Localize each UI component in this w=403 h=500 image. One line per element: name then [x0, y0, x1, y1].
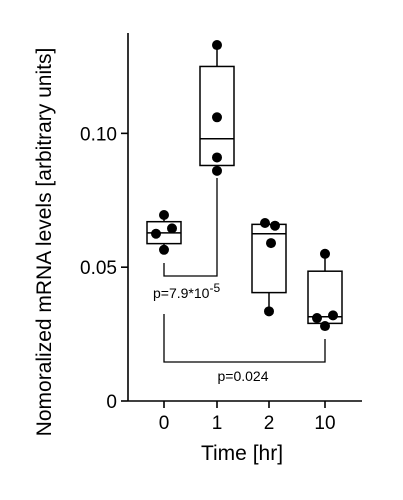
iqr-box: [251, 223, 287, 294]
boxes: [146, 40, 343, 332]
annotations: p=7.9*10-5 p=0.024: [153, 178, 326, 384]
x-tick-label: 2: [264, 413, 275, 434]
p-value-label: p=7.9*10-5: [153, 281, 220, 301]
data-point: [212, 112, 222, 123]
data-point: [320, 321, 330, 332]
data-point: [212, 165, 222, 176]
data-point: [270, 220, 280, 231]
data-point: [260, 218, 270, 229]
y-tick-label: 0.10: [80, 124, 117, 145]
box-0: [146, 209, 182, 255]
data-point: [264, 306, 274, 317]
box-10: [307, 248, 343, 332]
x-tick-label: 0: [159, 413, 170, 434]
iqr-box: [199, 65, 235, 167]
data-point: [266, 238, 276, 249]
data-point: [151, 228, 161, 239]
data-point: [159, 209, 169, 220]
y-tick-label: 0.05: [80, 258, 117, 279]
x-axis-label: Time [hr]: [201, 442, 283, 465]
data-point: [312, 313, 322, 324]
y-tick-label: 0: [106, 392, 117, 413]
box-2: [251, 218, 287, 317]
data-point: [328, 310, 338, 321]
x-tick-label: 1: [212, 413, 223, 434]
data-point: [320, 248, 330, 259]
data-point: [212, 152, 222, 163]
y-axis-label: Nomoralized mRNA levels [arbitrary units…: [33, 48, 56, 437]
y-axis: 0 0.05 0.10: [80, 33, 129, 413]
x-axis: 0 1 2 10: [128, 400, 362, 434]
significance-bracket: [163, 314, 326, 363]
x-tick-label: 10: [314, 413, 335, 434]
box-1: [199, 40, 235, 176]
data-point: [159, 244, 169, 255]
significance-bracket: [163, 178, 218, 277]
data-point: [212, 40, 222, 51]
p-value-label: p=0.024: [218, 368, 269, 384]
data-point: [167, 223, 177, 234]
